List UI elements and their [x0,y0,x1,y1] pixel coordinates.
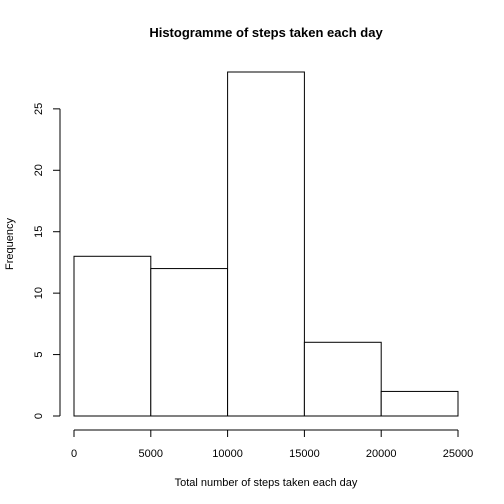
y-tick-label-0: 0 [33,413,45,419]
y-tick-label-3: 15 [33,226,45,238]
x-tick-label-3: 15000 [289,448,320,460]
chart-title: Histogramme of steps taken each day [149,25,383,40]
histogram-bar-0 [73,255,152,417]
bar-group [73,71,459,417]
histogram-bar-3 [303,341,382,417]
x-tick-label-5: 25000 [443,448,474,460]
histogram-bar-2 [227,71,305,417]
histogram-bar-1 [150,268,229,417]
x-tick-label-2: 10000 [212,448,243,460]
y-tick-label-4: 20 [33,164,45,176]
y-tick-label-5: 25 [33,103,45,115]
y-tick-label-2: 10 [33,287,45,299]
x-tick-label-1: 5000 [139,448,163,460]
x-axis: 0 5000 10000 15000 20000 25000 [71,429,474,460]
x-tick-label-4: 20000 [366,448,397,460]
y-tick-label-1: 5 [33,352,45,358]
y-axis-label: Frequency [4,218,16,270]
x-tick-label-0: 0 [71,448,77,460]
y-axis: 0 5 10 15 20 25 [33,103,61,419]
histogram-bar-4 [380,390,459,417]
x-axis-label: Total number of steps taken each day [175,477,358,489]
